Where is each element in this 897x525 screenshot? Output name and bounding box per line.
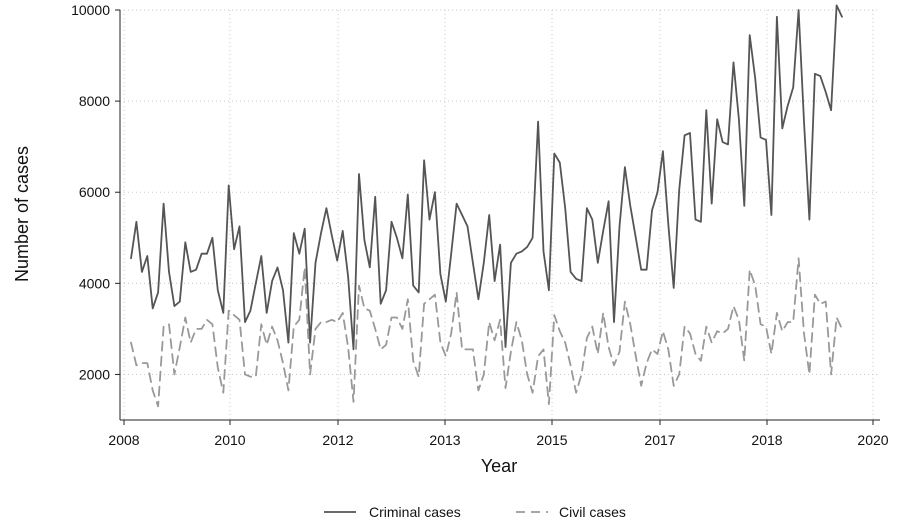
x-tick-label-4: 2015 xyxy=(536,432,567,448)
axes xyxy=(119,10,880,421)
legend: Criminal cases Civil cases xyxy=(324,504,626,520)
x-tick-label-2: 2012 xyxy=(322,432,353,448)
y-ticks: 2000 4000 6000 8000 10000 xyxy=(71,2,120,382)
legend-label-civil-cases: Civil cases xyxy=(559,504,626,520)
y-tick-label-4: 10000 xyxy=(71,2,110,18)
legend-label-criminal-cases: Criminal cases xyxy=(369,504,461,520)
series-line-civil-cases xyxy=(130,257,843,408)
y-tick-label-1: 4000 xyxy=(79,275,110,291)
x-tick-label-3: 2013 xyxy=(429,432,460,448)
x-axis-title: Year xyxy=(481,456,517,476)
y-axis-title: Number of cases xyxy=(12,146,32,282)
grid xyxy=(120,9,880,420)
y-tick-label-0: 2000 xyxy=(79,366,110,382)
x-ticks: 2008 2010 2012 2013 2015 2017 2018 2020 xyxy=(108,420,889,448)
y-tick-label-2: 6000 xyxy=(79,184,110,200)
x-tick-label-5: 2017 xyxy=(644,432,675,448)
series-group xyxy=(130,4,843,408)
series-line-criminal-cases xyxy=(130,4,843,351)
x-tick-label-0: 2008 xyxy=(108,432,139,448)
x-tick-label-6: 2018 xyxy=(751,432,782,448)
y-tick-label-3: 8000 xyxy=(79,93,110,109)
x-tick-label-1: 2010 xyxy=(214,432,245,448)
x-tick-label-7: 2020 xyxy=(857,432,888,448)
